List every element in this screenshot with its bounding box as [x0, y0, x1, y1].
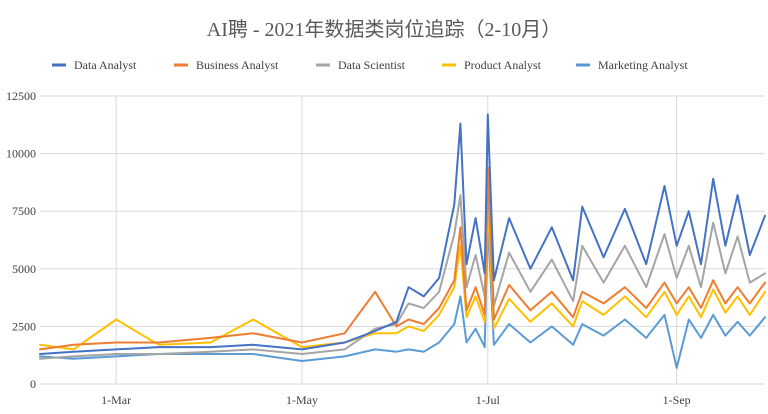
series-line-product-analyst — [39, 203, 766, 351]
y-tick-label: 5000 — [12, 262, 36, 276]
chart-title: AI聘 - 2021年数据类岗位追踪（2-10月） — [207, 18, 561, 41]
x-tick-label: 1-Jul — [476, 393, 501, 407]
y-tick-label: 12500 — [6, 89, 36, 103]
series-line-business-analyst — [39, 166, 766, 351]
x-tick-label: 1-May — [286, 393, 318, 407]
y-tick-label: 2500 — [12, 319, 36, 333]
x-axis-ticks: 1-Mar 1-May 1-Jul 1-Sep — [101, 393, 691, 407]
x-tick-label: 1-Mar — [101, 393, 131, 407]
legend-label: Data Scientist — [338, 58, 406, 72]
y-tick-label: 7500 — [12, 204, 36, 218]
legend-label: Business Analyst — [196, 58, 279, 72]
chart-gridlines — [40, 95, 765, 385]
legend-item: Data Analyst — [52, 58, 137, 72]
series-line-data-analyst — [39, 113, 766, 355]
plot-area — [39, 113, 766, 369]
legend-item: Business Analyst — [174, 58, 279, 72]
legend-item: Data Scientist — [316, 58, 406, 72]
legend-label: Data Analyst — [74, 58, 137, 72]
x-tick-label: 1-Sep — [663, 393, 691, 407]
legend-label: Product Analyst — [464, 58, 542, 72]
legend-item: Product Analyst — [442, 58, 542, 72]
legend-item: Marketing Analyst — [576, 58, 688, 72]
y-tick-label: 10000 — [6, 147, 36, 161]
series-line-data-scientist — [39, 184, 766, 360]
chart-legend: Data Analyst Business Analyst Data Scienti… — [52, 58, 688, 72]
y-tick-label: 0 — [30, 377, 36, 391]
legend-label: Marketing Analyst — [598, 58, 688, 72]
y-axis-ticks: 0 2500 5000 7500 10000 12500 — [6, 89, 36, 391]
